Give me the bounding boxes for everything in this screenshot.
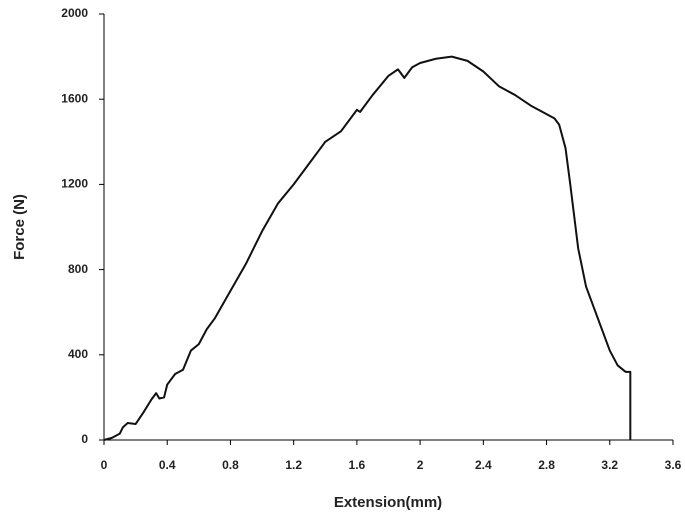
x-tick-label: 0.8 bbox=[222, 458, 239, 472]
x-axis-title: Extension(mm) bbox=[334, 494, 442, 511]
x-tick-label: 2.8 bbox=[538, 458, 555, 472]
y-tick-label: 2000 bbox=[61, 6, 88, 20]
x-tick-label: 0.4 bbox=[159, 458, 176, 472]
x-tick-label: 2.4 bbox=[475, 458, 492, 472]
data-line bbox=[103, 55, 632, 441]
y-tick-label: 400 bbox=[68, 347, 88, 361]
y-axis-title: Force (N) bbox=[11, 194, 28, 260]
y-tick-label: 1600 bbox=[61, 91, 88, 105]
x-tick-label: 2 bbox=[417, 458, 424, 472]
y-tick-label: 0 bbox=[81, 432, 88, 446]
x-tick-label: 1.2 bbox=[285, 458, 302, 472]
x-tick-label: 1.6 bbox=[349, 458, 366, 472]
x-tick-label: 0 bbox=[101, 458, 108, 472]
x-tick-label: 3.2 bbox=[601, 458, 618, 472]
y-tick-label: 1200 bbox=[61, 177, 88, 191]
x-tick-label: 3.6 bbox=[665, 458, 682, 472]
y-tick-label: 800 bbox=[68, 262, 88, 276]
